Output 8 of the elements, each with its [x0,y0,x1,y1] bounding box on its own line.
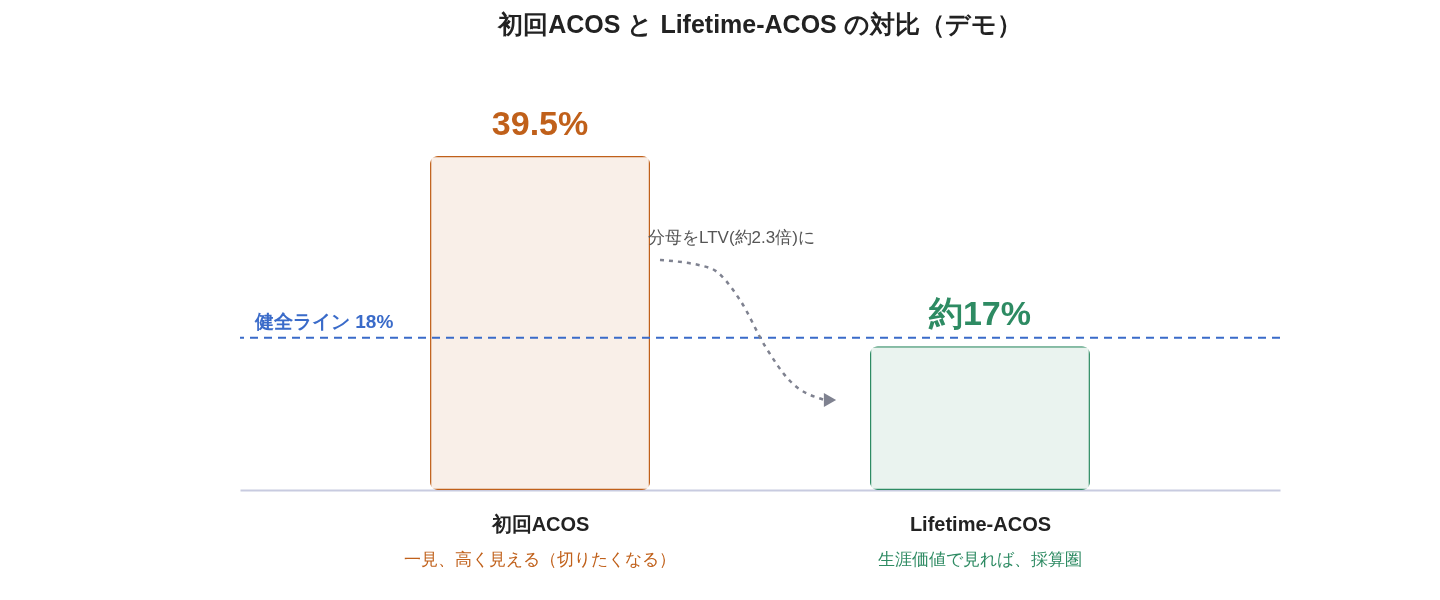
ref-line-label: 健全ライン 18% [254,310,394,332]
data-label: 約17% [927,294,1031,333]
data-label: 39.5% [491,104,589,142]
text: 一見、高く見える（切りたくなる） [404,550,677,569]
x-tick-label: 初回ACOS [490,512,590,535]
x-tick-label: Lifetime-ACOS [909,512,1052,535]
text: 生涯価値で見れば、採算圏 [877,550,1082,569]
chart-title: 初回ACOS と Lifetime-ACOS の対比（デモ） [497,10,1022,38]
